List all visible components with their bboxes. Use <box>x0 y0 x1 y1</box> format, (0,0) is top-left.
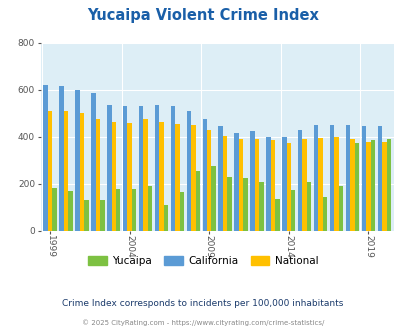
Bar <box>111 122 116 231</box>
Bar <box>222 136 227 231</box>
Bar <box>254 139 258 231</box>
Bar <box>163 205 168 231</box>
Bar <box>227 177 231 231</box>
Bar <box>258 182 263 231</box>
Text: Crime Index corresponds to incidents per 100,000 inhabitants: Crime Index corresponds to incidents per… <box>62 299 343 308</box>
Bar <box>171 106 175 231</box>
Bar <box>59 86 64 231</box>
Bar <box>218 126 222 231</box>
Text: © 2025 CityRating.com - https://www.cityrating.com/crime-statistics/: © 2025 CityRating.com - https://www.city… <box>82 319 323 326</box>
Bar <box>250 131 254 231</box>
Bar <box>52 188 57 231</box>
Bar <box>297 130 302 231</box>
Bar <box>338 186 342 231</box>
Bar <box>238 139 243 231</box>
Bar <box>100 200 104 231</box>
Bar <box>132 189 136 231</box>
Bar <box>207 130 211 231</box>
Bar <box>96 119 100 231</box>
Bar <box>345 125 350 231</box>
Bar <box>365 142 370 231</box>
Bar <box>116 189 120 231</box>
Bar <box>286 143 290 231</box>
Bar <box>381 142 386 231</box>
Bar <box>195 171 200 231</box>
Bar <box>179 192 183 231</box>
Bar <box>84 200 88 231</box>
Bar <box>270 141 275 231</box>
Bar <box>64 111 68 231</box>
Bar <box>350 139 354 231</box>
Bar <box>139 106 143 231</box>
Bar <box>329 125 333 231</box>
Bar <box>75 90 79 231</box>
Bar <box>175 124 179 231</box>
Bar <box>313 125 318 231</box>
Bar <box>318 138 322 231</box>
Bar <box>290 190 295 231</box>
Bar <box>127 123 132 231</box>
Bar <box>243 178 247 231</box>
Legend: Yucaipa, California, National: Yucaipa, California, National <box>83 252 322 270</box>
Bar <box>275 199 279 231</box>
Bar <box>48 111 52 231</box>
Bar <box>186 111 191 231</box>
Bar <box>68 191 72 231</box>
Bar <box>43 85 48 231</box>
Bar <box>191 125 195 231</box>
Bar <box>211 166 215 231</box>
Text: Yucaipa Violent Crime Index: Yucaipa Violent Crime Index <box>87 8 318 23</box>
Bar <box>386 139 390 231</box>
Bar <box>377 126 381 231</box>
Bar <box>370 141 374 231</box>
Bar <box>361 126 365 231</box>
Bar <box>107 105 111 231</box>
Bar <box>91 93 96 231</box>
Bar <box>147 186 152 231</box>
Bar <box>333 137 338 231</box>
Bar <box>202 119 207 231</box>
Bar <box>234 133 238 231</box>
Bar <box>123 106 127 231</box>
Bar <box>154 105 159 231</box>
Bar <box>306 182 311 231</box>
Bar <box>143 119 147 231</box>
Bar <box>302 139 306 231</box>
Bar <box>266 137 270 231</box>
Bar <box>281 137 286 231</box>
Bar <box>354 143 358 231</box>
Bar <box>79 114 84 231</box>
Bar <box>159 122 163 231</box>
Bar <box>322 197 326 231</box>
